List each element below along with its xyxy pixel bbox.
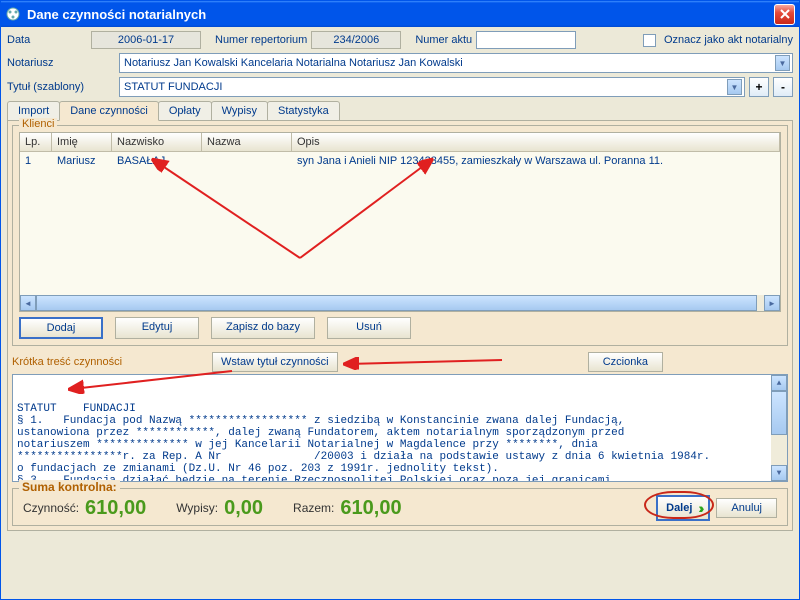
tytul-dropdown[interactable]: STATUT FUNDACJI ▼ — [119, 77, 745, 97]
edytuj-button[interactable]: Edytuj — [115, 317, 199, 339]
cell-imie: Mariusz — [52, 152, 112, 170]
tab-dane-czynnosci[interactable]: Dane czynności — [59, 101, 159, 121]
tresci-textarea[interactable]: STATUT FUNDACJI § 1. Fundacja pod Nazwą … — [12, 374, 788, 482]
hscrollbar[interactable]: ◄ ► — [20, 295, 780, 311]
czcionka-button[interactable]: Czcionka — [588, 352, 663, 372]
cell-opis: syn Jana i Anieli NIP 123423455, zamiesz… — [292, 152, 780, 170]
tytul-label: Tytuł (szablony) — [7, 81, 115, 93]
oznacz-checkbox[interactable] — [643, 34, 656, 47]
wstaw-tytul-button[interactable]: Wstaw tytuł czynności — [212, 352, 338, 372]
oznacz-label: Oznacz jako akt notarialny — [664, 34, 793, 46]
klienci-legend: Klienci — [19, 118, 57, 130]
tytul-value: STATUT FUNDACJI — [124, 81, 727, 93]
col-nazwa[interactable]: Nazwa — [202, 133, 292, 151]
tabs: Import Dane czynności Opłaty Wypisy Stat… — [7, 101, 793, 121]
notariusz-dropdown[interactable]: Notariusz Jan Kowalski Kancelaria Notari… — [119, 53, 793, 73]
header-row-3: Tytuł (szablony) STATUT FUNDACJI ▼ + - — [7, 77, 793, 97]
footer-buttons: Dalej ››› Anuluj — [656, 495, 777, 521]
klienci-fieldset: Klienci Lp. Imię Nazwisko Nazwa Opis 1 M… — [12, 125, 788, 346]
col-lp[interactable]: Lp. — [20, 133, 52, 151]
vscrollbar[interactable]: ▲ ▼ — [771, 375, 787, 481]
forward-icon: ››› — [698, 500, 700, 516]
razem-label: Razem: — [293, 501, 334, 515]
dalej-label: Dalej — [666, 502, 692, 514]
app-icon — [5, 6, 21, 22]
numer-aktu-label: Numer aktu — [415, 34, 472, 46]
content: Data 2006-01-17 Numer repertorium 234/20… — [1, 27, 799, 599]
data-label: Data — [7, 34, 87, 46]
table-header: Lp. Imię Nazwisko Nazwa Opis — [20, 133, 780, 152]
col-imie[interactable]: Imię — [52, 133, 112, 151]
klienci-table: Lp. Imię Nazwisko Nazwa Opis 1 Mariusz B… — [19, 132, 781, 312]
scroll-down-icon[interactable]: ▼ — [771, 465, 787, 481]
cell-lp: 1 — [20, 152, 52, 170]
razem-value: 610,00 — [340, 497, 401, 520]
tresci-text: STATUT FUNDACJI § 1. Fundacja pod Nazwą … — [17, 403, 783, 482]
tab-wypisy[interactable]: Wypisy — [211, 101, 268, 121]
usun-button[interactable]: Usuń — [327, 317, 411, 339]
notariusz-label: Notariusz — [7, 57, 115, 69]
window: Dane czynności notarialnych Data 2006-01… — [0, 0, 800, 600]
cell-nazwisko: BASAŁAJ — [112, 152, 202, 170]
tab-panel: Klienci Lp. Imię Nazwisko Nazwa Opis 1 M… — [7, 120, 793, 531]
tresci-legend: Krótka treść czynności — [12, 356, 122, 368]
table-row[interactable]: 1 Mariusz BASAŁAJ syn Jana i Anieli NIP … — [20, 152, 780, 170]
add-template-button[interactable]: + — [749, 77, 769, 97]
numer-rep-label: Numer repertorium — [215, 34, 307, 46]
col-nazwisko[interactable]: Nazwisko — [112, 133, 202, 151]
cell-nazwa — [202, 152, 292, 170]
window-title: Dane czynności notarialnych — [27, 7, 774, 22]
titlebar: Dane czynności notarialnych — [1, 1, 799, 27]
scroll-up-icon[interactable]: ▲ — [771, 375, 787, 391]
notariusz-value: Notariusz Jan Kowalski Kancelaria Notari… — [124, 57, 775, 69]
czynnosc-value: 610,00 — [85, 497, 146, 520]
zapisz-button[interactable]: Zapisz do bazy — [211, 317, 315, 339]
dodaj-button[interactable]: Dodaj — [19, 317, 103, 339]
col-opis[interactable]: Opis — [292, 133, 780, 151]
mid-row: Krótka treść czynności Wstaw tytuł czynn… — [12, 352, 788, 372]
anuluj-button[interactable]: Anuluj — [716, 498, 777, 518]
scroll-left-icon[interactable]: ◄ — [20, 295, 36, 311]
numer-aktu-input[interactable] — [476, 31, 576, 49]
scroll-right-icon[interactable]: ► — [764, 295, 780, 311]
header-row-1: Data 2006-01-17 Numer repertorium 234/20… — [7, 31, 793, 49]
chevron-down-icon: ▼ — [775, 55, 790, 71]
remove-template-button[interactable]: - — [773, 77, 793, 97]
header-row-2: Notariusz Notariusz Jan Kowalski Kancela… — [7, 53, 793, 73]
sum-legend: Suma kontrolna: — [19, 480, 120, 494]
numer-rep-value: 234/2006 — [311, 31, 401, 49]
czynnosc-label: Czynność: — [23, 501, 79, 515]
tab-statystyka[interactable]: Statystyka — [267, 101, 340, 121]
tab-oplaty[interactable]: Opłaty — [158, 101, 212, 121]
chevron-down-icon: ▼ — [727, 79, 742, 95]
wypisy-value: 0,00 — [224, 497, 263, 520]
dalej-button[interactable]: Dalej ››› — [656, 495, 710, 521]
klienci-buttons: Dodaj Edytuj Zapisz do bazy Usuń — [19, 317, 781, 339]
annotation-arrows — [140, 153, 510, 273]
data-value: 2006-01-17 — [91, 31, 201, 49]
wypisy-label: Wypisy: — [176, 501, 218, 515]
sum-bar: Suma kontrolna: Czynność: 610,00 Wypisy:… — [12, 488, 788, 526]
close-button[interactable] — [774, 4, 795, 25]
